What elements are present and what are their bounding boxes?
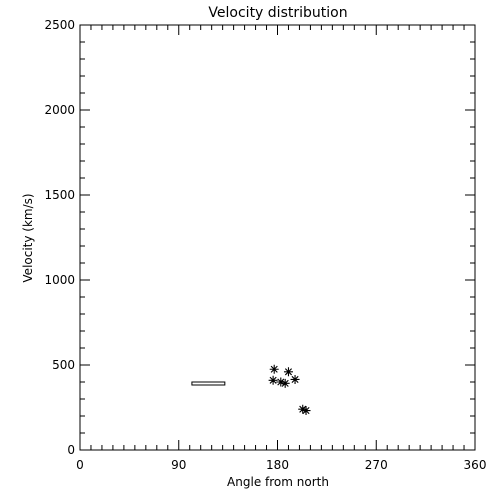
x-tick-label: 0: [76, 458, 84, 472]
x-tick-label: 180: [266, 458, 289, 472]
data-point: [298, 404, 308, 414]
data-point: [290, 374, 300, 384]
x-axis-label: Angle from north: [227, 475, 329, 489]
range-bar: [191, 381, 226, 386]
x-tick-label: 270: [365, 458, 388, 472]
x-tick-label: 360: [464, 458, 487, 472]
y-axis-label: Velocity (km/s): [21, 193, 35, 282]
data-marks: [191, 364, 311, 416]
data-point: [280, 378, 290, 388]
plot-frame: [79, 24, 476, 451]
y-tick-label: 1500: [44, 188, 75, 202]
data-point: [268, 375, 278, 385]
y-tick-label: 0: [67, 443, 75, 457]
chart-title: Velocity distribution: [208, 5, 347, 21]
data-point: [269, 364, 279, 374]
data-point: [283, 367, 293, 377]
y-tick-label: 1000: [44, 273, 75, 287]
x-axis: 0 90 180 270 360: [76, 25, 486, 472]
y-axis: 0 500 1000 1500 2000 2500: [44, 18, 475, 457]
y-tick-label: 2500: [44, 18, 75, 32]
y-tick-label: 2000: [44, 103, 75, 117]
data-point: [276, 377, 286, 387]
data-point: [301, 406, 311, 416]
x-tick-label: 90: [171, 458, 186, 472]
y-tick-label: 500: [52, 358, 75, 372]
